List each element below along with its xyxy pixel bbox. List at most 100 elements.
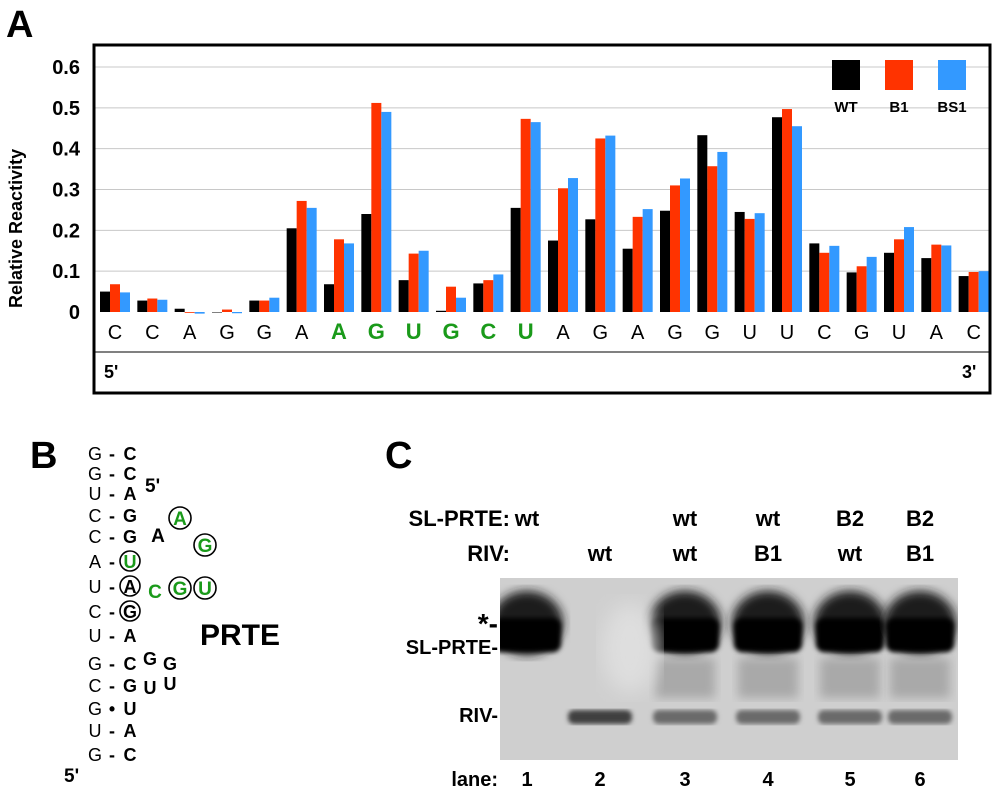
category-label: C bbox=[817, 322, 831, 344]
stem-bond: - bbox=[109, 626, 115, 646]
bar-bs1 bbox=[792, 126, 802, 312]
bar-bs1 bbox=[866, 256, 877, 312]
bar-bs1 bbox=[941, 245, 952, 312]
category-label: G bbox=[219, 322, 235, 344]
category-label: C bbox=[480, 319, 496, 344]
band-smear bbox=[890, 658, 950, 698]
category-label: A bbox=[556, 322, 570, 344]
legend-swatch-wt bbox=[832, 60, 860, 90]
bar-b1 bbox=[408, 253, 419, 312]
bar-wt bbox=[249, 300, 260, 312]
stem-right-base: G bbox=[123, 602, 137, 622]
y-tick-label: 0.3 bbox=[52, 180, 80, 202]
panel-c-letter: C bbox=[385, 435, 413, 477]
stem-left-base: U bbox=[89, 484, 102, 504]
bar-b1 bbox=[707, 166, 718, 312]
circled-base bbox=[119, 550, 141, 572]
y-tick-label: 0.5 bbox=[52, 98, 80, 120]
stem-bond: - bbox=[109, 484, 115, 504]
bar-b1 bbox=[558, 188, 568, 312]
stem-left-base: G bbox=[88, 444, 102, 464]
bar-wt bbox=[436, 310, 446, 312]
loop-bottom-base: G bbox=[143, 649, 157, 669]
category-label: A bbox=[930, 322, 944, 344]
stem-left-base: U bbox=[89, 626, 102, 646]
bar-b1 bbox=[819, 252, 830, 312]
loop-bottom-base: U bbox=[164, 674, 177, 694]
stem-right-base: G bbox=[123, 506, 137, 526]
sl-prte-condition: wt bbox=[514, 506, 540, 531]
loop-base: G bbox=[173, 579, 188, 600]
loop-bottom-base: G bbox=[163, 654, 177, 674]
bar-bs1 bbox=[381, 111, 392, 313]
band-sl-prte bbox=[651, 618, 719, 652]
stem-pairs: G - CG - CU - AC - GC - GA - UU - AC - GU - AG - CC - GG • UU - AG… bbox=[64, 444, 160, 787]
bar-wt bbox=[772, 117, 782, 312]
bar-wt bbox=[324, 284, 334, 312]
band-riv bbox=[736, 710, 800, 724]
bar-bs1 bbox=[904, 227, 914, 312]
riv-condition: wt bbox=[587, 541, 613, 566]
bar-b1 bbox=[670, 185, 680, 312]
band-riv bbox=[818, 710, 882, 724]
bar-bs1 bbox=[344, 243, 354, 312]
bar-bs1 bbox=[194, 312, 205, 314]
bar-b1 bbox=[632, 216, 643, 312]
loop-base: G bbox=[198, 536, 213, 557]
band-label-star: *- bbox=[477, 608, 498, 639]
bar-b1 bbox=[259, 300, 270, 312]
bar-b1 bbox=[296, 200, 307, 312]
legend-swatch-b1 bbox=[885, 60, 913, 90]
chart-bars bbox=[100, 102, 989, 314]
row-label-sl-prte: SL-PRTE: bbox=[408, 506, 510, 531]
bar-wt bbox=[697, 135, 708, 312]
bar-b1 bbox=[595, 138, 606, 312]
bar-bs1 bbox=[717, 151, 728, 312]
y-tick-label: 0 bbox=[69, 302, 80, 324]
five-prime-bottom: 5' bbox=[64, 766, 79, 787]
bar-b1 bbox=[371, 102, 382, 312]
bar-wt bbox=[734, 211, 745, 312]
stem-bond: - bbox=[109, 745, 115, 765]
bar-b1 bbox=[222, 309, 232, 312]
band-sl-prte bbox=[734, 618, 802, 652]
circled-loop-base bbox=[168, 576, 192, 600]
bar-wt bbox=[622, 248, 633, 312]
bar-b1 bbox=[894, 239, 904, 312]
legend-swatch-bs1 bbox=[938, 60, 966, 90]
category-label: C bbox=[108, 322, 122, 344]
category-label: G bbox=[442, 319, 459, 344]
bar-b1 bbox=[968, 271, 979, 312]
sl-prte-condition: B2 bbox=[905, 506, 935, 531]
stem-bond: - bbox=[109, 654, 115, 674]
category-label: G bbox=[368, 319, 385, 344]
stem-bond: - bbox=[109, 721, 115, 741]
stem-left-base: A bbox=[89, 552, 101, 572]
category-label: A bbox=[331, 319, 347, 344]
bar-wt bbox=[212, 312, 222, 313]
y-tick-label: 0.1 bbox=[52, 261, 80, 283]
panel-b-letter: B bbox=[30, 435, 58, 477]
stem-left-base: C bbox=[89, 527, 102, 547]
loop-base: A bbox=[173, 509, 187, 530]
stem-right-base: A bbox=[124, 721, 137, 741]
bar-wt bbox=[286, 228, 297, 312]
bar-wt bbox=[398, 280, 409, 312]
circled-base bbox=[119, 575, 141, 597]
category-label: G bbox=[593, 322, 609, 344]
loop-base: A bbox=[151, 526, 165, 547]
bar-wt bbox=[809, 243, 820, 312]
band-sl-prte bbox=[816, 618, 884, 652]
bar-wt bbox=[548, 240, 558, 312]
stem-bond: • bbox=[109, 699, 115, 719]
bar-b1 bbox=[184, 312, 195, 313]
bar-wt bbox=[660, 210, 670, 312]
legend-label-bs1: BS1 bbox=[937, 99, 966, 116]
category-label: G bbox=[854, 322, 870, 344]
stem-left-base: C bbox=[89, 676, 102, 696]
stem-left-base: U bbox=[89, 577, 102, 597]
bar-b1 bbox=[483, 280, 494, 312]
circled-loop-base bbox=[193, 533, 217, 557]
